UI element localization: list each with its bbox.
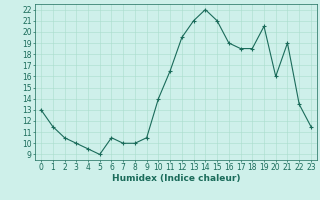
X-axis label: Humidex (Indice chaleur): Humidex (Indice chaleur) — [112, 174, 240, 183]
